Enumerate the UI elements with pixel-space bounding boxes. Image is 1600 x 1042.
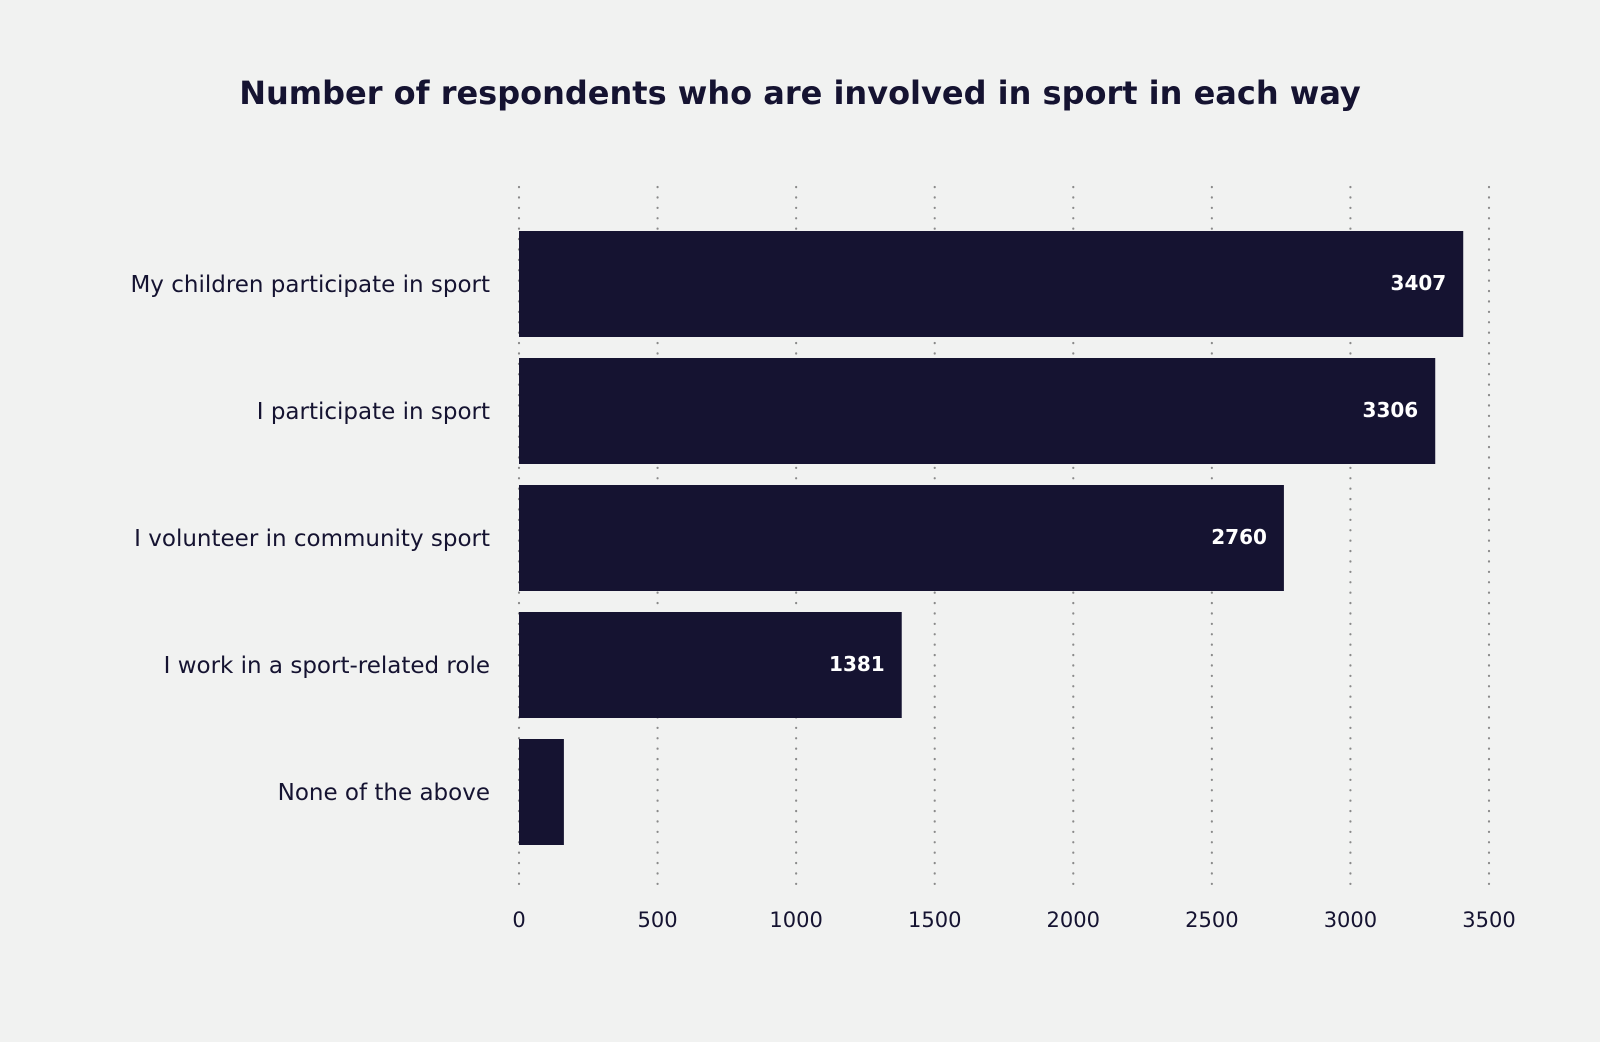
bar [519, 739, 564, 845]
x-tick-label: 1000 [769, 908, 822, 932]
chart-title: Number of respondents who are involved i… [239, 74, 1361, 112]
x-tick-label: 0 [512, 908, 525, 932]
bar [519, 612, 902, 718]
category-label: I participate in sport [257, 399, 490, 425]
data-label: 3306 [1363, 398, 1419, 422]
category-label: I work in a sport-related role [164, 653, 490, 679]
data-label: 3407 [1391, 271, 1447, 295]
category-label: I volunteer in community sport [134, 526, 490, 552]
x-tick-label: 2000 [1047, 908, 1100, 932]
category-label: None of the above [278, 780, 490, 806]
bar [519, 231, 1464, 337]
x-axis-ticks: 0 500 1000 1500 2000 2500 3000 3500 [512, 908, 1515, 932]
x-tick-label: 1500 [908, 908, 961, 932]
data-label: 1381 [829, 652, 885, 676]
data-label: 2760 [1211, 525, 1267, 549]
bar [519, 485, 1284, 591]
bars: My children participate in sport 3407 I pa… [130, 231, 1464, 845]
x-tick-label: 3000 [1324, 908, 1377, 932]
x-tick-label: 500 [638, 908, 678, 932]
bar [519, 358, 1436, 464]
x-tick-label: 2500 [1185, 908, 1238, 932]
category-label: My children participate in sport [130, 272, 490, 298]
x-tick-label: 3500 [1462, 908, 1515, 932]
